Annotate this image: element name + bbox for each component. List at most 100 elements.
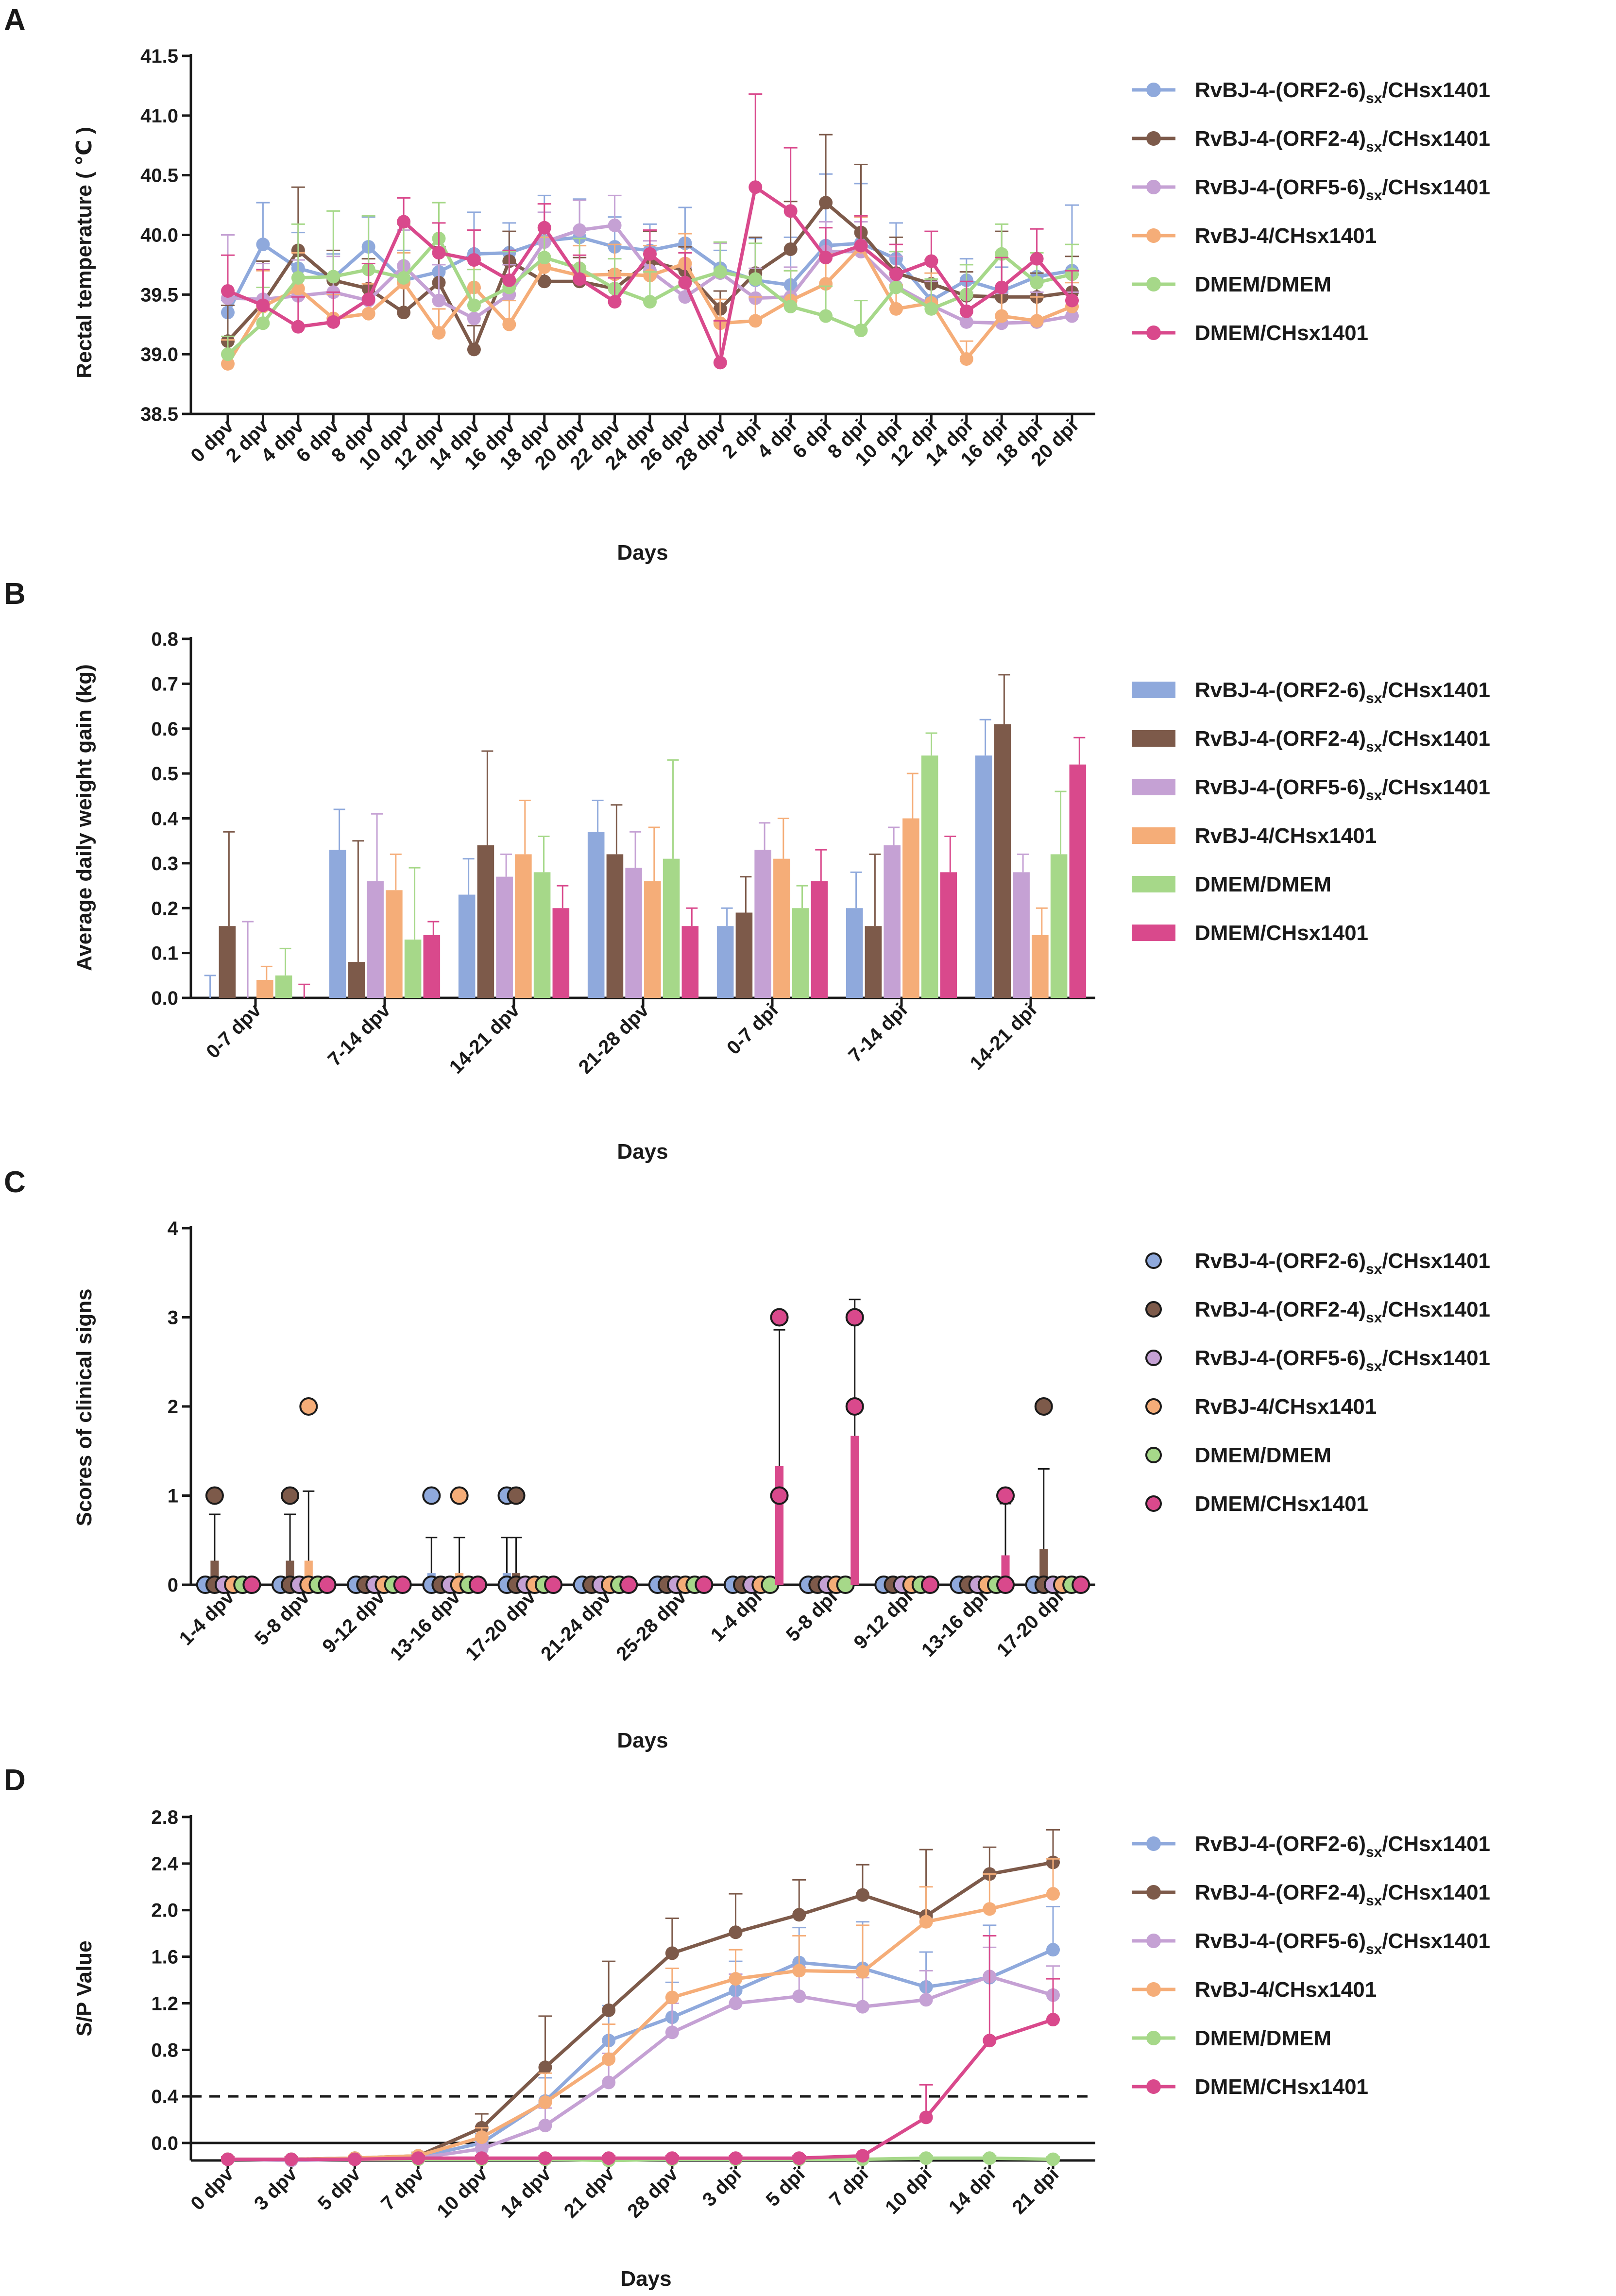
legend-item-orf56: RvBJ-4-(ORF5-6)sx/CHsx1401 <box>1132 775 1490 804</box>
y-axis-title: S/P Value <box>72 1940 96 2036</box>
series-line <box>228 2018 1054 2161</box>
bar <box>367 881 384 998</box>
y-tick-label: 1.2 <box>151 1993 178 2014</box>
data-point <box>983 2034 997 2048</box>
legend-label: RvBJ-4-(ORF2-6)sx/CHsx1401 <box>1195 1832 1490 1860</box>
legend-item-dmemch: DMEM/CHsx1401 <box>1132 921 1368 945</box>
data-point <box>432 246 446 260</box>
bar <box>587 832 605 998</box>
y-tick-label: 2.4 <box>151 1853 178 1875</box>
y-tick-label: 0.0 <box>151 988 178 1009</box>
data-point <box>326 270 340 284</box>
y-axis-title: Scores of clinical signs <box>72 1288 96 1526</box>
x-tick-label: 7-14 dpi <box>844 999 911 1066</box>
legend-marker <box>1146 180 1161 194</box>
y-tick-label: 0.8 <box>151 2039 178 2061</box>
x-tick-label: 3 dpv <box>250 2163 302 2215</box>
legend-swatch <box>1132 730 1175 747</box>
panel-letter: B <box>4 577 26 611</box>
x-axis-title: Days <box>617 1140 668 1164</box>
x-tick-label: 7-14 dpv <box>323 999 394 1070</box>
data-point <box>959 352 973 366</box>
x-axis-title: Days <box>617 541 668 565</box>
y-tick-label: 2.0 <box>151 1900 178 1921</box>
legend-label: RvBJ-4-(ORF2-6)sx/CHsx1401 <box>1195 1249 1490 1277</box>
y-tick-label: 0.0 <box>151 2133 178 2154</box>
data-point <box>783 242 798 256</box>
legend-label: RvBJ-4/CHsx1401 <box>1195 824 1377 848</box>
data-point <box>450 1486 469 1505</box>
data-point <box>959 304 973 318</box>
data-point <box>855 2000 869 2014</box>
y-axis-title: Rectal temperature ( ℃ ) <box>72 127 96 378</box>
data-point <box>284 2152 298 2166</box>
x-tick-label: 17-20 dpi <box>993 1586 1068 1661</box>
data-point <box>729 1996 743 2010</box>
data-point <box>1046 1887 1060 1901</box>
data-point <box>507 1486 526 1505</box>
y-tick-label: 0.4 <box>151 808 178 830</box>
x-tick-label: 3 dpi <box>698 2163 746 2210</box>
legend-swatch <box>1132 876 1175 892</box>
legend-marker <box>1145 1252 1162 1269</box>
data-point <box>1046 2013 1060 2027</box>
data-point <box>299 1397 318 1416</box>
data-point <box>713 265 727 279</box>
data-point <box>748 314 763 328</box>
data-point <box>1065 309 1079 323</box>
legend-marker <box>1145 1398 1162 1415</box>
bar <box>533 872 551 998</box>
x-tick-label: 9-12 dpv <box>318 1586 389 1657</box>
panel-c-clinical-signs: C Scores of clinical signs Days 0 1 2 3 4 1-4… <box>4 1165 1490 1752</box>
x-tick-label: 13-16 dpi <box>918 1586 992 1661</box>
series-orf26 <box>221 1906 1060 2166</box>
series-orf56 <box>242 813 1030 998</box>
y-tick-label: 1 <box>168 1486 178 1507</box>
data-point <box>729 2151 743 2165</box>
data-point <box>924 254 938 268</box>
legend-marker <box>1145 1447 1162 1463</box>
legend-label: RvBJ-4-(ORF5-6)sx/CHsx1401 <box>1195 175 1490 204</box>
bar <box>404 939 422 998</box>
y-tick-label: 0.5 <box>151 763 178 785</box>
legend-item-rvbj4: RvBJ-4/CHsx1401 <box>1132 1978 1377 2002</box>
data-point <box>467 298 481 312</box>
x-axis-title: Days <box>617 1729 668 1752</box>
y-tick-label: 0 <box>168 1575 178 1596</box>
bar <box>515 854 532 998</box>
bar <box>644 881 661 998</box>
bar <box>1050 854 1068 998</box>
legend-item-orf26: RvBJ-4-(ORF2-6)sx/CHsx1401 <box>1145 1249 1490 1277</box>
data-point <box>397 306 411 320</box>
data-point <box>643 295 657 309</box>
x-tick-label: 5 dpv <box>314 2163 365 2215</box>
data-point <box>538 2060 552 2074</box>
legend-item-orf24: RvBJ-4-(ORF2-4)sx/CHsx1401 <box>1132 127 1490 155</box>
data-point <box>467 253 481 267</box>
data-point <box>643 247 657 261</box>
data-point <box>361 307 375 321</box>
data-point <box>318 1576 337 1594</box>
data-point <box>729 1972 743 1986</box>
data-point <box>792 2151 806 2165</box>
legend-label: DMEM/CHsx1401 <box>1195 1492 1368 1516</box>
bar <box>792 908 809 998</box>
data-point <box>256 238 270 252</box>
bar <box>902 818 919 998</box>
bar <box>1032 935 1049 998</box>
data-point <box>995 309 1009 323</box>
legend-item-orf24: RvBJ-4-(ORF2-4)sx/CHsx1401 <box>1132 727 1490 755</box>
y-tick-label: 3 <box>168 1307 178 1329</box>
legend-item-orf26: RvBJ-4-(ORF2-6)sx/CHsx1401 <box>1132 78 1490 106</box>
legend-marker <box>1146 2079 1161 2094</box>
data-point <box>538 2119 552 2133</box>
legend-label: DMEM/CHsx1401 <box>1195 921 1368 945</box>
data-point <box>573 223 587 237</box>
legend-item-dmemch: DMEM/CHsx1401 <box>1132 321 1368 345</box>
legend-label: RvBJ-4/CHsx1401 <box>1195 1395 1377 1419</box>
y-tick-label: 41.0 <box>140 105 178 127</box>
legend-item-dmem: DMEM/DMEM <box>1132 2026 1331 2050</box>
data-point <box>695 1576 714 1594</box>
bar <box>458 894 476 998</box>
data-point <box>1034 1397 1053 1416</box>
